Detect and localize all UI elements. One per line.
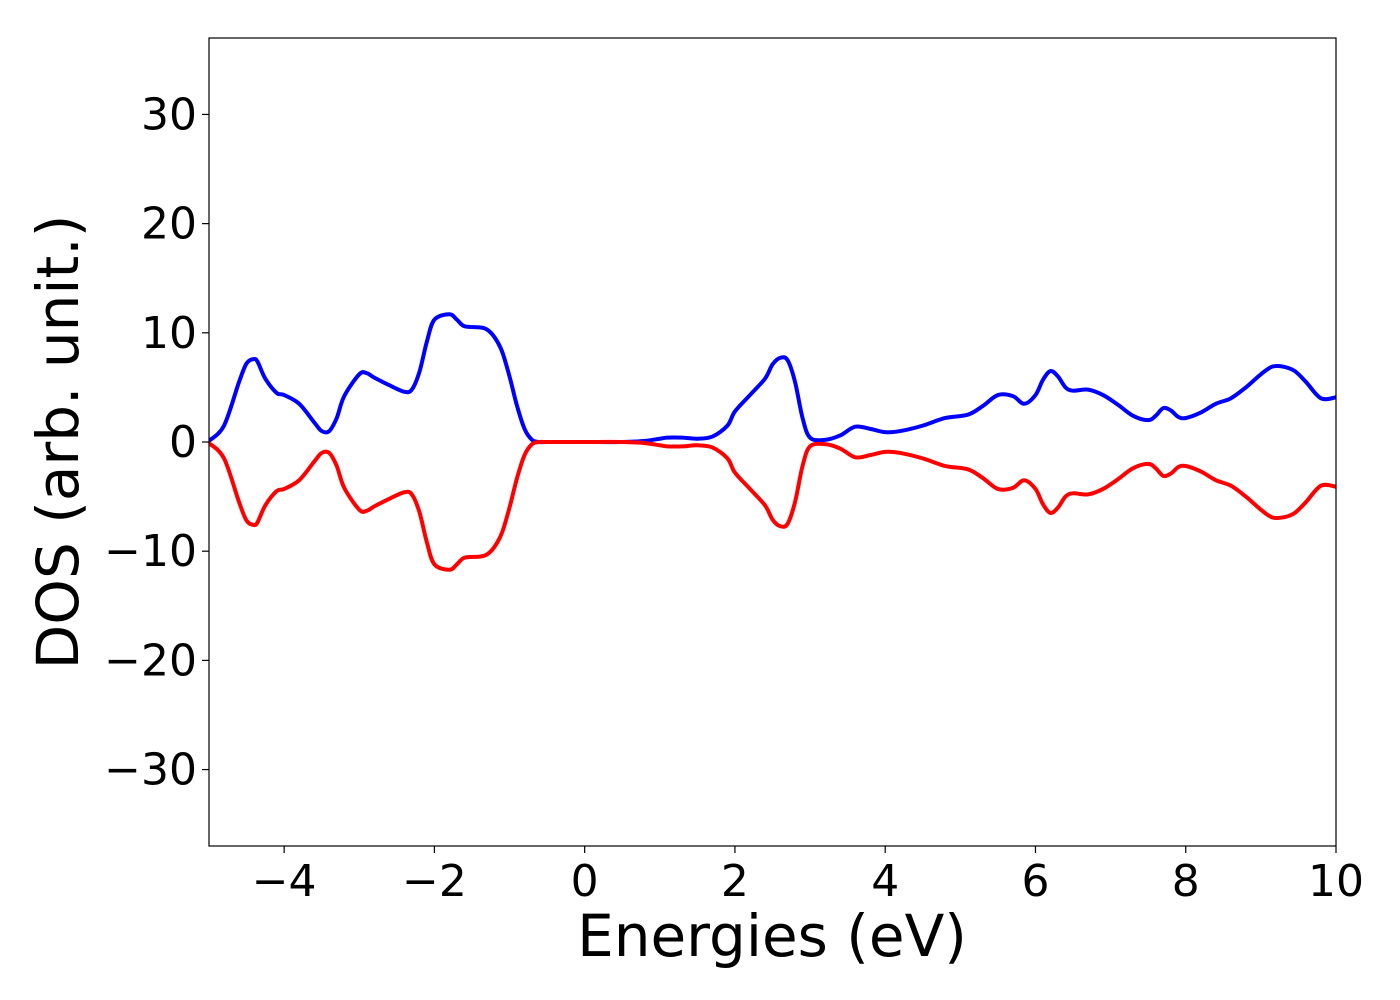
- y-tick-label: −20: [104, 635, 197, 686]
- x-tick-label: −4: [252, 856, 317, 907]
- y-tick-label: −10: [104, 526, 197, 577]
- y-tick-label: −30: [104, 745, 197, 796]
- y-tick-label: 30: [141, 89, 197, 140]
- y-tick-label: 20: [141, 199, 197, 250]
- x-tick-label: 10: [1308, 856, 1364, 907]
- y-tick-label: 0: [169, 417, 197, 468]
- x-axis-label: Energies (eV): [577, 902, 967, 970]
- x-axis-ticks: −4 −2 0 2 4 6 8 10: [252, 846, 1364, 907]
- x-tick-label: 6: [1021, 856, 1049, 907]
- series-layer: [209, 312, 1336, 572]
- y-axis-label: DOS (arb. unit.): [24, 215, 92, 670]
- y-axis-ticks: −30 −20 −10 0 10 20 30: [104, 89, 209, 796]
- x-tick-label: 2: [721, 856, 749, 907]
- series-line-1: [209, 312, 1336, 445]
- x-tick-label: 8: [1172, 856, 1200, 907]
- series-line-2: [209, 439, 1336, 572]
- y-tick-label: 10: [141, 308, 197, 359]
- x-tick-label: 4: [871, 856, 899, 907]
- x-tick-label: 0: [571, 856, 599, 907]
- plot-frame: [208, 37, 1337, 847]
- x-tick-label: −2: [402, 856, 467, 907]
